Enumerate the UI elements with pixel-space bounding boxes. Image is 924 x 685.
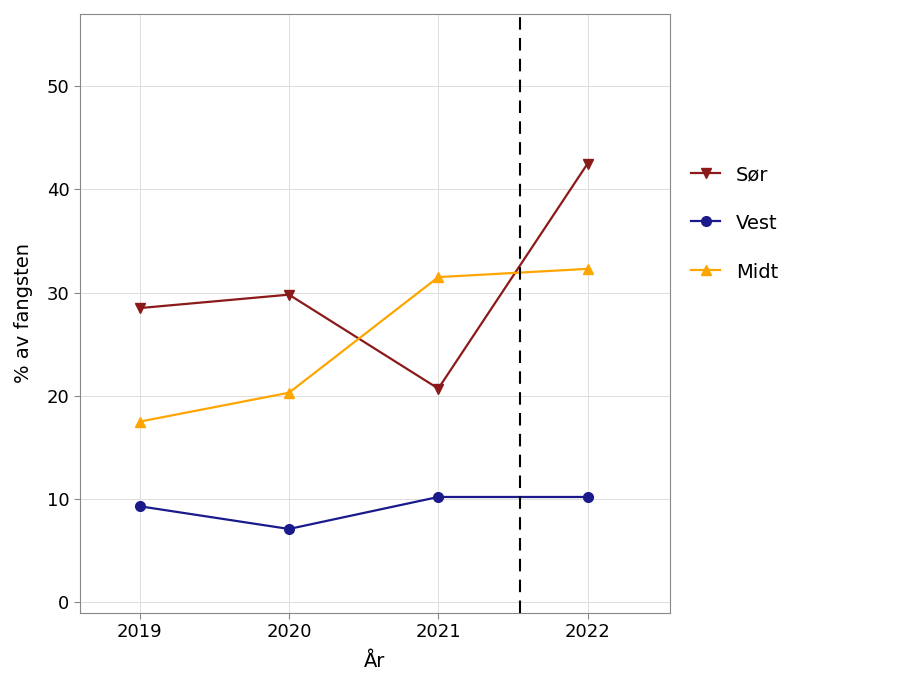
Midt <box>134 418 145 426</box>
Line: Midt: Midt <box>135 264 592 427</box>
Vest <box>432 493 444 501</box>
Y-axis label: % av fangsten: % av fangsten <box>14 243 33 383</box>
Line: Vest: Vest <box>135 492 592 534</box>
Vest <box>134 502 145 510</box>
Line: Sør: Sør <box>135 159 592 393</box>
Sør <box>432 384 444 393</box>
Midt <box>582 264 593 273</box>
Sør <box>582 160 593 168</box>
Midt <box>284 388 295 397</box>
X-axis label: År: År <box>364 652 385 671</box>
Sør <box>134 304 145 312</box>
Vest <box>582 493 593 501</box>
Midt <box>432 273 444 282</box>
Sør <box>284 290 295 299</box>
Legend: Sør, Vest, Midt: Sør, Vest, Midt <box>691 165 778 282</box>
Vest <box>284 525 295 533</box>
